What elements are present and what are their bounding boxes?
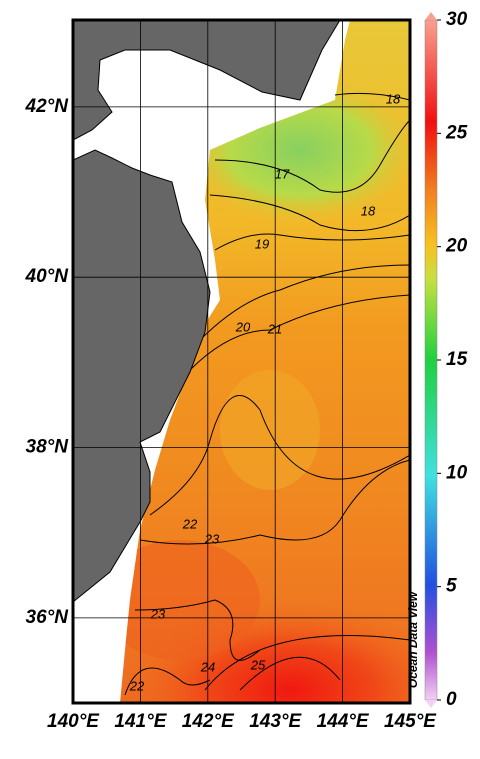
y-tick-label: 42°N <box>25 96 70 117</box>
contour-label: 22 <box>129 678 145 693</box>
colorbar-top-arrow <box>425 12 437 20</box>
contour-label: 20 <box>235 319 251 334</box>
x-tick-label: 141°E <box>114 711 167 732</box>
x-tick-label: 144°E <box>317 711 370 732</box>
colorbar <box>424 19 438 701</box>
contour-label: 17 <box>275 166 290 181</box>
colorbar-bottom-arrow <box>425 700 437 708</box>
contour-lines <box>124 92 410 696</box>
x-tick-label: 140°E <box>47 711 100 732</box>
colorbar-tick-label: 20 <box>445 236 468 257</box>
contour-label: 18 <box>361 203 376 218</box>
contour-label: 18 <box>386 91 401 106</box>
contour-label: 25 <box>250 657 266 672</box>
contour-label: 19 <box>255 236 269 251</box>
colorbar-tick-label: 30 <box>446 9 468 30</box>
contour-label: 22 <box>182 516 198 531</box>
colorbar-tick-label: 25 <box>445 122 468 143</box>
map-frame <box>71 18 412 705</box>
y-tick-label: 36°N <box>26 607 70 628</box>
graticule <box>73 20 410 703</box>
x-tick-label: 145°E <box>384 711 437 732</box>
contour-label: 21 <box>267 321 282 336</box>
map-area <box>73 20 410 703</box>
land <box>73 20 341 603</box>
contour-label: 24 <box>200 659 215 674</box>
colorbar-tick-label: 15 <box>446 349 468 370</box>
watermark: Ocean Data View <box>406 591 420 688</box>
colorbar-tick-label: 0 <box>446 689 457 710</box>
y-tick-label: 40°N <box>25 266 70 287</box>
contour-label: 23 <box>150 606 166 621</box>
x-tick-label: 143°E <box>249 711 302 732</box>
contour-label: 23 <box>204 531 220 546</box>
x-tick-label: 142°E <box>182 711 235 732</box>
colorbar-tick-label: 5 <box>446 576 457 597</box>
colorbar-tick-label: 10 <box>446 462 468 483</box>
y-tick-label: 38°N <box>26 437 70 458</box>
